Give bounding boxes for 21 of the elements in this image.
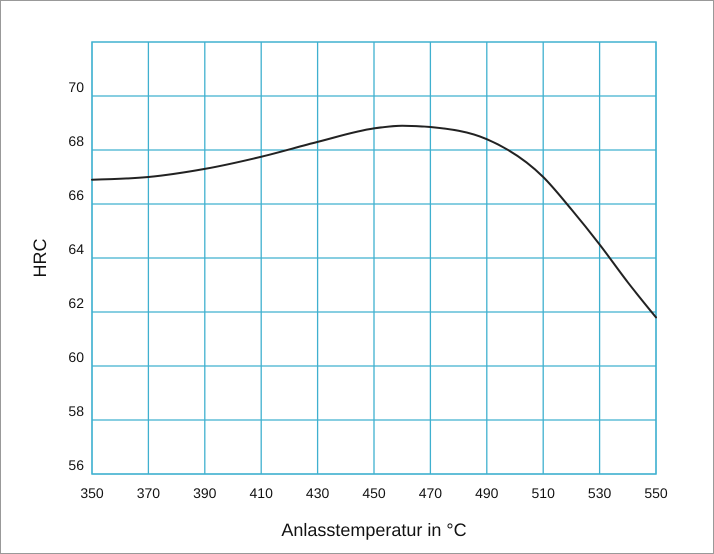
y-tick-label: 58 [68, 403, 84, 419]
x-tick-label: 350 [80, 485, 104, 501]
x-tick-label: 450 [362, 485, 386, 501]
y-tick-label: 66 [68, 187, 84, 203]
x-tick-label: 490 [475, 485, 499, 501]
y-tick-label: 60 [68, 349, 84, 365]
x-tick-label: 470 [418, 485, 442, 501]
x-tick-label: 390 [193, 485, 217, 501]
y-tick-label: 64 [68, 241, 84, 257]
x-tick-label: 510 [532, 485, 556, 501]
y-tick-label: 62 [68, 295, 84, 311]
x-axis-title: Anlasstemperatur in °C [281, 520, 467, 540]
x-tick-label: 550 [644, 485, 668, 501]
x-tick-label: 410 [250, 485, 274, 501]
y-tick-label: 68 [68, 133, 84, 149]
y-tick-label: 70 [68, 79, 84, 95]
y-tick-label: 56 [68, 457, 84, 473]
x-tick-label: 370 [136, 485, 160, 501]
x-tick-label: 430 [306, 485, 330, 501]
x-tick-label: 530 [588, 485, 612, 501]
y-axis-title: HRC [30, 238, 50, 278]
